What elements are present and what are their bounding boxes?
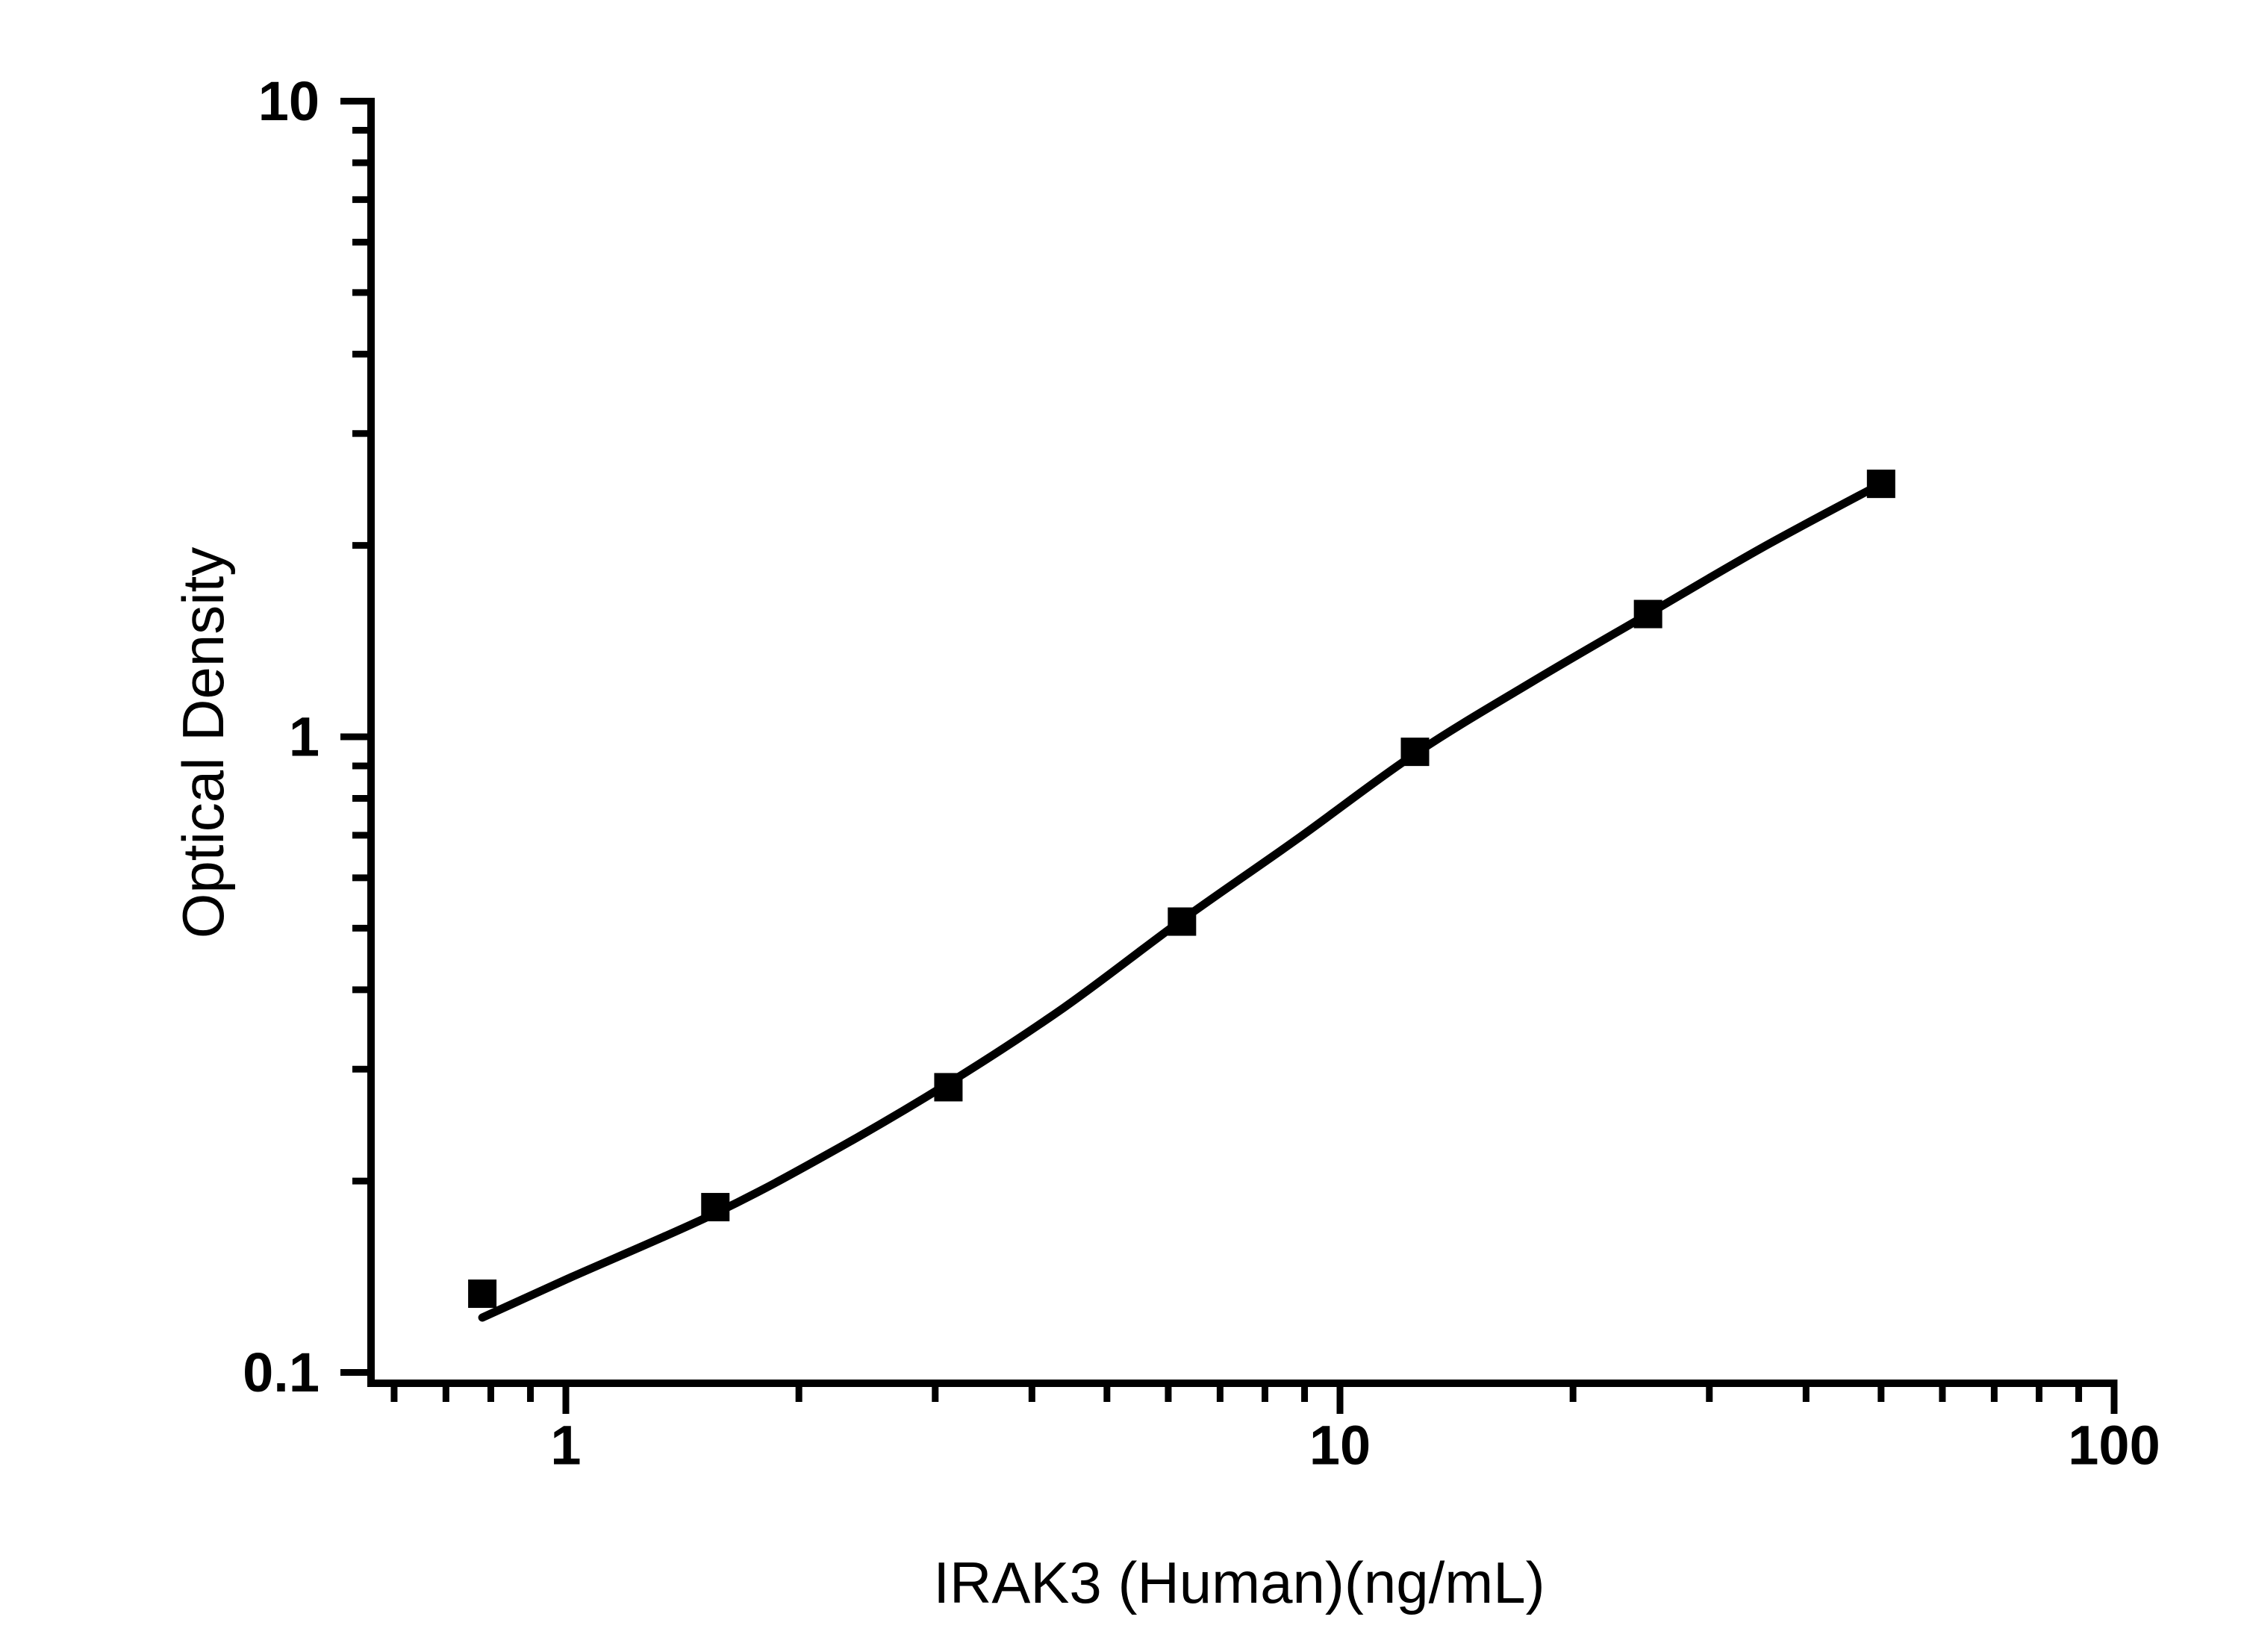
data-point-marker	[468, 1279, 497, 1309]
data-point-marker	[934, 1073, 963, 1102]
y-tick-label: 0.1	[243, 1341, 320, 1403]
data-point-marker	[1633, 599, 1662, 629]
data-point-marker	[1400, 738, 1430, 767]
data-point-marker	[1866, 470, 1895, 499]
data-point-marker	[1168, 907, 1197, 936]
y-tick-label: 1	[289, 706, 320, 768]
data-point-marker	[701, 1193, 730, 1222]
x-axis-title: IRAK3 (Human)(ng/mL)	[933, 1550, 1545, 1615]
x-tick-label: 1	[550, 1415, 581, 1477]
x-tick-label: 100	[2068, 1415, 2160, 1477]
x-tick-label: 10	[1309, 1415, 1371, 1477]
y-axis-title: Optical Density	[170, 547, 236, 939]
fit-curve	[478, 479, 1886, 1322]
y-tick-label: 10	[258, 70, 320, 132]
